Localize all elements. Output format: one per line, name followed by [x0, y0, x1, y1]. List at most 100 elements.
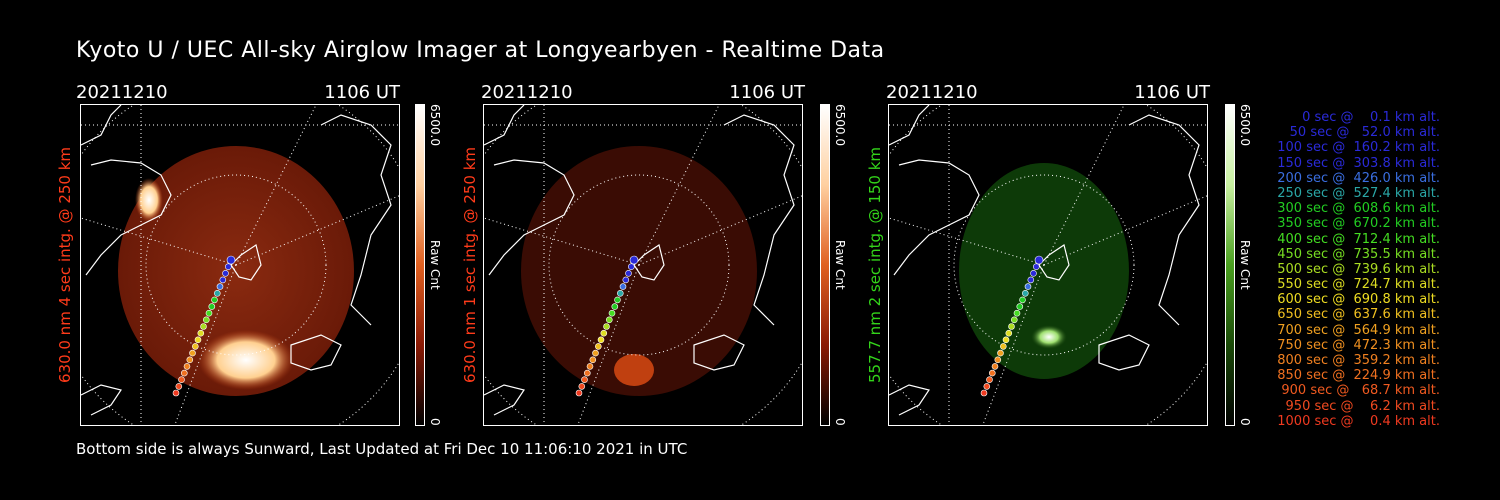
trajectory-point — [172, 389, 180, 397]
aurora-bright-patch — [198, 330, 294, 390]
trajectory — [980, 255, 1044, 397]
trajectory-point — [617, 290, 624, 297]
trajectory-point — [611, 303, 619, 310]
trajectory-point — [175, 383, 183, 390]
panel-date: 20211210 — [76, 82, 168, 103]
trajectory-point — [1011, 316, 1018, 324]
trajectory-point — [619, 283, 627, 290]
legend-row: 450 sec @ 735.5 km alt. — [1273, 246, 1440, 262]
trajectory-point — [214, 290, 221, 297]
grid-lines — [889, 105, 1207, 425]
legend-row: 850 sec @ 224.9 km alt. — [1273, 368, 1440, 384]
trajectory-point — [1022, 290, 1029, 297]
trajectory-point — [226, 255, 236, 265]
legend-row: 1000 sec @ 0.4 km alt. — [1277, 413, 1440, 429]
airglow-disk — [521, 146, 757, 396]
legend-row: 700 sec @ 564.9 km alt. — [1273, 322, 1440, 338]
trajectory-point — [186, 356, 194, 364]
panel-date: 20211210 — [886, 82, 978, 103]
colorbar — [1225, 104, 1235, 426]
grid-lines — [81, 105, 399, 425]
trajectory-point — [1002, 336, 1010, 344]
trajectory — [172, 255, 236, 397]
trajectory-point — [980, 389, 988, 397]
trajectory-point — [1013, 309, 1021, 317]
colorbar-max: 6500.0 — [833, 104, 847, 146]
legend-row: 200 sec @ 426.0 km alt. — [1273, 170, 1440, 186]
panel-ylabel: 557.7 nm 2 sec intg. @ 150 km — [866, 146, 884, 384]
colorbar-unit: Raw Cnt — [833, 240, 847, 290]
legend-row: 950 sec @ 6.2 km alt. — [1281, 398, 1440, 414]
panel-date: 20211210 — [481, 82, 573, 103]
colorbar-min: 0 — [428, 418, 442, 426]
trajectory-point — [178, 376, 185, 384]
trajectory-point — [592, 349, 599, 357]
colorbar-max: 6500.0 — [428, 104, 442, 146]
airglow-disk — [959, 163, 1129, 379]
trajectory-point — [194, 336, 202, 344]
trajectory-point — [1019, 296, 1026, 304]
legend-row: 900 sec @ 68.7 km alt. — [1277, 383, 1440, 399]
trajectory-point — [581, 376, 588, 384]
trajectory-point — [203, 316, 210, 324]
trajectory-point — [211, 296, 218, 304]
coastlines — [484, 105, 795, 416]
trajectory-point — [1000, 343, 1007, 350]
trajectory-point — [606, 316, 613, 324]
trajectory-point — [225, 263, 232, 270]
trajectory-point — [600, 329, 608, 337]
trajectory — [575, 255, 639, 397]
trajectory-point — [628, 263, 635, 270]
trajectory-point — [603, 323, 610, 330]
legend-row: 100 sec @ 160.2 km alt. — [1273, 140, 1440, 156]
trajectory-point — [216, 283, 224, 290]
trajectory-point — [608, 309, 616, 317]
panel-time: 1106 UT — [1134, 82, 1210, 103]
allsky-image — [888, 104, 1208, 426]
allsky-map-svg — [889, 105, 1207, 425]
trajectory-point — [994, 356, 1002, 364]
panel-ylabel: 630.0 nm 4 sec intg. @ 250 km — [56, 146, 74, 384]
footer-note: Bottom side is always Sunward, Last Upda… — [76, 440, 688, 458]
trajectory-point — [989, 369, 996, 377]
trajectory-point — [189, 349, 196, 357]
trajectory-point — [584, 369, 591, 377]
trajectory-point — [1008, 323, 1015, 330]
legend-row: 0 sec @ 0.1 km alt. — [1289, 110, 1440, 125]
allsky-image — [483, 104, 803, 426]
trajectory-point — [192, 343, 199, 350]
allsky-map-svg — [484, 105, 802, 425]
trajectory-point — [181, 369, 188, 377]
trajectory-point — [208, 303, 216, 310]
aurora-bright-patch — [1031, 325, 1067, 349]
coastlines — [889, 105, 1200, 416]
legend-row: 350 sec @ 670.2 km alt. — [1273, 216, 1440, 232]
trajectory-point — [1005, 329, 1013, 337]
trajectory-point — [578, 383, 586, 390]
trajectory-point — [1030, 270, 1037, 277]
legend-row: 50 sec @ 52.0 km alt. — [1281, 125, 1440, 141]
trajectory-point — [625, 270, 632, 277]
trajectory-point — [589, 356, 597, 364]
legend-row: 800 sec @ 359.2 km alt. — [1273, 353, 1440, 368]
trajectory-point — [200, 323, 207, 330]
legend-row: 300 sec @ 608.6 km alt. — [1273, 201, 1440, 217]
legend-row: 150 sec @ 303.8 km alt. — [1273, 155, 1440, 171]
trajectory-point — [1024, 283, 1032, 290]
trajectory-point — [986, 376, 993, 384]
legend-row: 500 sec @ 739.6 km alt. — [1273, 261, 1440, 277]
trajectory-point — [997, 349, 1004, 357]
colorbar — [820, 104, 830, 426]
page-title: Kyoto U / UEC All-sky Airglow Imager at … — [76, 38, 885, 63]
trajectory-point — [991, 363, 999, 370]
panel-ylabel: 630.0 nm 1 sec intg. @ 250 km — [461, 146, 479, 384]
panel-time: 1106 UT — [729, 82, 805, 103]
trajectory-point — [1033, 263, 1040, 270]
legend-row: 650 sec @ 637.6 km alt. — [1273, 307, 1440, 323]
airglow-disk — [118, 146, 354, 396]
trajectory-point — [197, 329, 205, 337]
aurora-bright-patch — [614, 354, 654, 386]
trajectory-point — [222, 270, 229, 277]
trajectory-legend: 0 sec @ 0.1 km alt. 50 sec @ 52.0 km alt… — [1250, 110, 1440, 429]
trajectory-point — [595, 343, 602, 350]
